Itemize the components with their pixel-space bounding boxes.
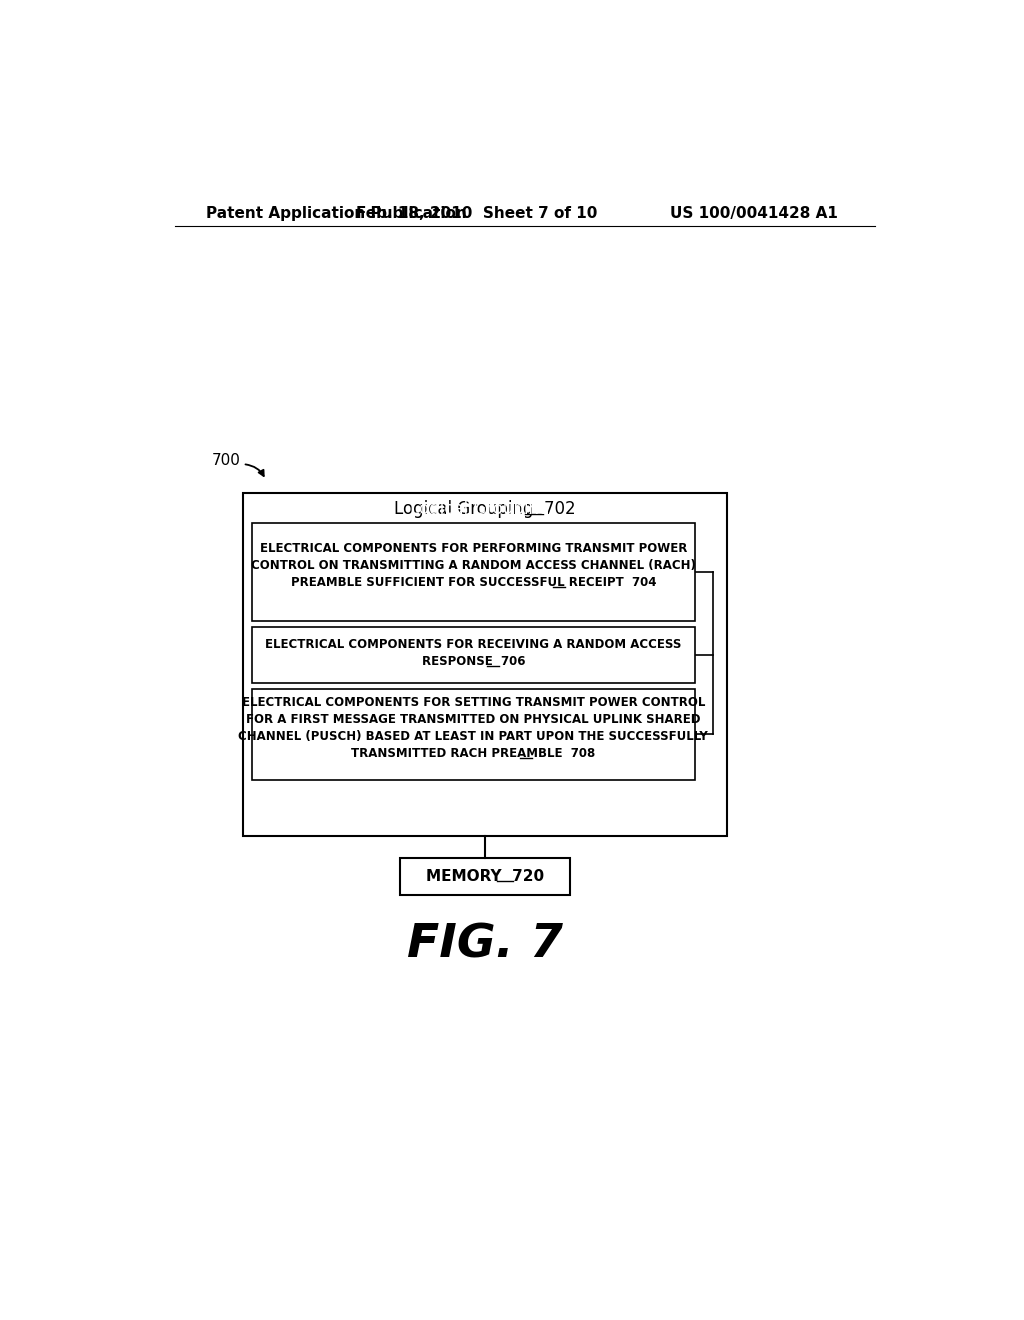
Text: FIG. 7: FIG. 7	[407, 923, 563, 968]
Text: ELECTRICAL COMPONENTS FOR RECEIVING A RANDOM ACCESS: ELECTRICAL COMPONENTS FOR RECEIVING A RA…	[265, 638, 681, 651]
Text: FOR A FIRST MESSAGE TRANSMITTED ON PHYSICAL UPLINK SHARED: FOR A FIRST MESSAGE TRANSMITTED ON PHYSI…	[246, 713, 700, 726]
Bar	[252, 689, 694, 780]
Text: 700: 700	[212, 453, 241, 467]
Text: CHANNEL (PUSCH) BASED AT LEAST IN PART UPON THE SUCCESSFULLY: CHANNEL (PUSCH) BASED AT LEAST IN PART U…	[239, 730, 709, 743]
Text: ELECTRICAL COMPONENTS FOR SETTING TRANSMIT POWER CONTROL: ELECTRICAL COMPONENTS FOR SETTING TRANSM…	[242, 696, 705, 709]
Bar	[399, 858, 570, 895]
Text: TRANSMITTED RACH PREAMBLE  708: TRANSMITTED RACH PREAMBLE 708	[351, 747, 595, 760]
Text: Patent Application Publication: Patent Application Publication	[206, 206, 466, 222]
Bar	[243, 494, 727, 836]
Text: Feb. 18, 2010  Sheet 7 of 10: Feb. 18, 2010 Sheet 7 of 10	[356, 206, 597, 222]
Text: RESPONSE  706: RESPONSE 706	[422, 655, 525, 668]
Text: PREAMBLE SUFFICIENT FOR SUCCESSFUL RECEIPT  704: PREAMBLE SUFFICIENT FOR SUCCESSFUL RECEI…	[291, 576, 656, 589]
Bar	[252, 523, 694, 622]
Text: MEMORY  720: MEMORY 720	[426, 869, 544, 883]
Text: ELECTRICAL COMPONENTS FOR PERFORMING TRANSMIT POWER: ELECTRICAL COMPONENTS FOR PERFORMING TRA…	[259, 543, 687, 556]
Text: US 100/0041428 A1: US 100/0041428 A1	[671, 206, 839, 222]
Bar	[252, 627, 694, 682]
Text: CONTROL ON TRANSMITTING A RANDOM ACCESS CHANNEL (RACH): CONTROL ON TRANSMITTING A RANDOM ACCESS …	[251, 560, 695, 573]
Text: Logical Grouping  702: Logical Grouping 702	[394, 500, 575, 517]
Text: Logical Grouping: Logical Grouping	[410, 500, 560, 517]
